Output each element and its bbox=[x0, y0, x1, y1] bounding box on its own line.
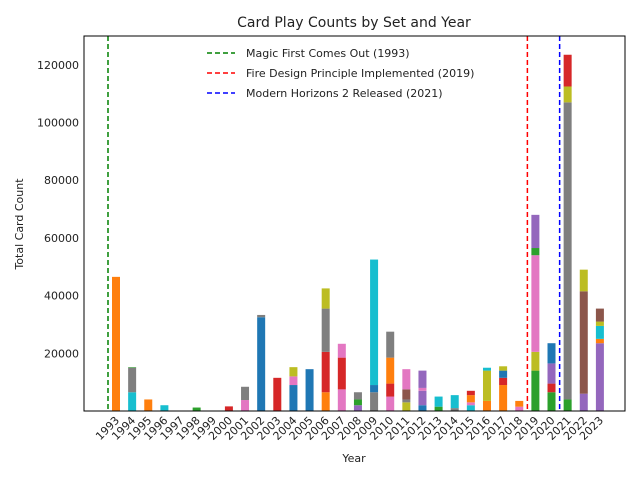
y-tick-label-120000: 120000 bbox=[37, 59, 79, 72]
bar-segment-1995-0 bbox=[144, 399, 153, 411]
legend-label-1993: Magic First Comes Out (1993) bbox=[246, 47, 410, 60]
bar-segment-2010-3 bbox=[386, 331, 395, 358]
bar-segment-2009-1 bbox=[370, 385, 379, 393]
bar-segment-2004-0 bbox=[289, 385, 298, 411]
bar-segment-2009-0 bbox=[370, 392, 379, 411]
y-tick-label-20000: 20000 bbox=[44, 347, 79, 360]
bar-segment-1994-1 bbox=[128, 367, 137, 393]
bar-segment-2018-1 bbox=[515, 400, 524, 407]
bar-segment-2019-4 bbox=[531, 214, 540, 249]
bar-segment-2023-1 bbox=[595, 338, 604, 344]
bar-segment-2017-1 bbox=[499, 377, 508, 386]
bar-segment-2021-1 bbox=[563, 102, 572, 400]
bar-segment-2015-1 bbox=[466, 402, 475, 406]
bar-segment-2016-0 bbox=[482, 400, 491, 411]
bar-segment-2008-0 bbox=[353, 405, 362, 411]
bar-segment-1996-0 bbox=[160, 405, 169, 411]
bar-segment-2023-3 bbox=[595, 321, 604, 326]
bar-segment-2019-0 bbox=[531, 370, 540, 411]
bar-segment-2015-3 bbox=[466, 390, 475, 396]
bar-segment-2015-0 bbox=[466, 405, 475, 411]
bar-segment-2005-0 bbox=[305, 369, 314, 411]
bar-segment-2007-0 bbox=[337, 389, 346, 411]
y-tick-label-60000: 60000 bbox=[44, 232, 79, 245]
legend-label-2021: Modern Horizons 2 Released (2021) bbox=[246, 87, 443, 100]
bar-segment-2011-0 bbox=[402, 402, 411, 411]
bar-segment-2012-2 bbox=[418, 387, 427, 391]
bar-segment-2023-4 bbox=[595, 308, 604, 322]
bar-segment-2014-1 bbox=[450, 395, 459, 409]
bar-segment-2020-1 bbox=[547, 383, 556, 393]
y-tick-label-100000: 100000 bbox=[37, 117, 79, 130]
bar-segment-2016-1 bbox=[482, 370, 491, 401]
bar-segment-2002-0 bbox=[257, 317, 266, 411]
bar-segment-2006-3 bbox=[321, 288, 330, 309]
bar-segment-2013-0 bbox=[434, 406, 443, 411]
bar-segment-1998-0 bbox=[192, 407, 201, 411]
bar-segment-2004-1 bbox=[289, 376, 298, 386]
y-tick-label-80000: 80000 bbox=[44, 174, 79, 187]
bar-segment-2008-2 bbox=[353, 392, 362, 400]
bar-segment-2021-2 bbox=[563, 86, 572, 103]
x-axis-label: Year bbox=[341, 452, 366, 465]
bar-segment-2009-2 bbox=[370, 259, 379, 386]
bar-segment-2006-2 bbox=[321, 308, 330, 352]
bar-segment-2017-0 bbox=[499, 385, 508, 411]
bar-segment-2000-0 bbox=[224, 406, 233, 411]
bar-segment-2012-1 bbox=[418, 390, 427, 406]
bar-segment-2021-3 bbox=[563, 54, 572, 87]
y-axis-label: Total Card Count bbox=[13, 178, 26, 271]
bar-segment-2022-2 bbox=[579, 269, 588, 292]
bar-segment-2020-0 bbox=[547, 392, 556, 411]
bar-segment-2001-1 bbox=[241, 386, 250, 401]
bar-segment-2004-2 bbox=[289, 367, 298, 377]
bar-segment-2010-2 bbox=[386, 357, 395, 384]
bar-segment-2012-0 bbox=[418, 405, 427, 411]
bar-segment-2019-3 bbox=[531, 248, 540, 256]
bar-segment-1993-0 bbox=[112, 276, 120, 411]
bar-segment-2003-0 bbox=[273, 377, 282, 411]
bar-segment-2017-3 bbox=[499, 366, 508, 371]
bar-segment-2023-2 bbox=[595, 325, 604, 339]
bar-segment-2016-2 bbox=[482, 367, 491, 371]
bar-segment-2018-0 bbox=[515, 406, 524, 411]
plot-area: 2000040000600008000010000012000019931994… bbox=[37, 35, 626, 443]
bar-segment-2007-2 bbox=[337, 343, 346, 358]
bar-segment-2008-1 bbox=[353, 399, 362, 406]
bar-segment-1994-2 bbox=[128, 367, 137, 368]
bar-segment-2021-0 bbox=[563, 399, 572, 411]
bar-segment-2010-0 bbox=[386, 396, 395, 411]
bar-segment-2019-1 bbox=[531, 351, 540, 371]
bar-segment-2010-1 bbox=[386, 383, 395, 397]
bar-segment-2007-1 bbox=[337, 357, 346, 390]
bar-segment-2011-3 bbox=[402, 369, 411, 390]
axes-frame bbox=[83, 35, 626, 412]
bar-segment-2011-1 bbox=[402, 399, 411, 403]
bar-segment-2006-1 bbox=[321, 351, 330, 393]
chart-title: Card Play Counts by Set and Year bbox=[237, 15, 471, 31]
bar-segment-2022-0 bbox=[579, 393, 588, 411]
bar-segment-2022-1 bbox=[579, 291, 588, 394]
bar-segment-2013-1 bbox=[434, 396, 443, 407]
bar-segment-2023-0 bbox=[595, 343, 604, 411]
legend: Magic First Comes Out (1993) Fire Design … bbox=[207, 47, 474, 100]
bar-segment-2017-2 bbox=[499, 370, 508, 378]
bar-segment-2012-3 bbox=[418, 370, 427, 388]
bar-segment-2014-0 bbox=[450, 408, 459, 411]
bar-segment-2002-1 bbox=[257, 314, 266, 318]
bar-segment-2019-2 bbox=[531, 255, 540, 352]
bar-segment-2015-2 bbox=[466, 395, 475, 403]
bar-segment-1994-0 bbox=[128, 392, 137, 411]
bar-segment-2020-2 bbox=[547, 363, 556, 384]
bar-segment-2011-2 bbox=[402, 389, 411, 400]
bar-segment-2020-3 bbox=[547, 343, 556, 364]
bar-segment-2006-0 bbox=[321, 392, 330, 411]
legend-label-2019: Fire Design Principle Implemented (2019) bbox=[246, 67, 474, 80]
y-tick-label-40000: 40000 bbox=[44, 290, 79, 303]
bar-segment-2001-0 bbox=[241, 400, 250, 411]
